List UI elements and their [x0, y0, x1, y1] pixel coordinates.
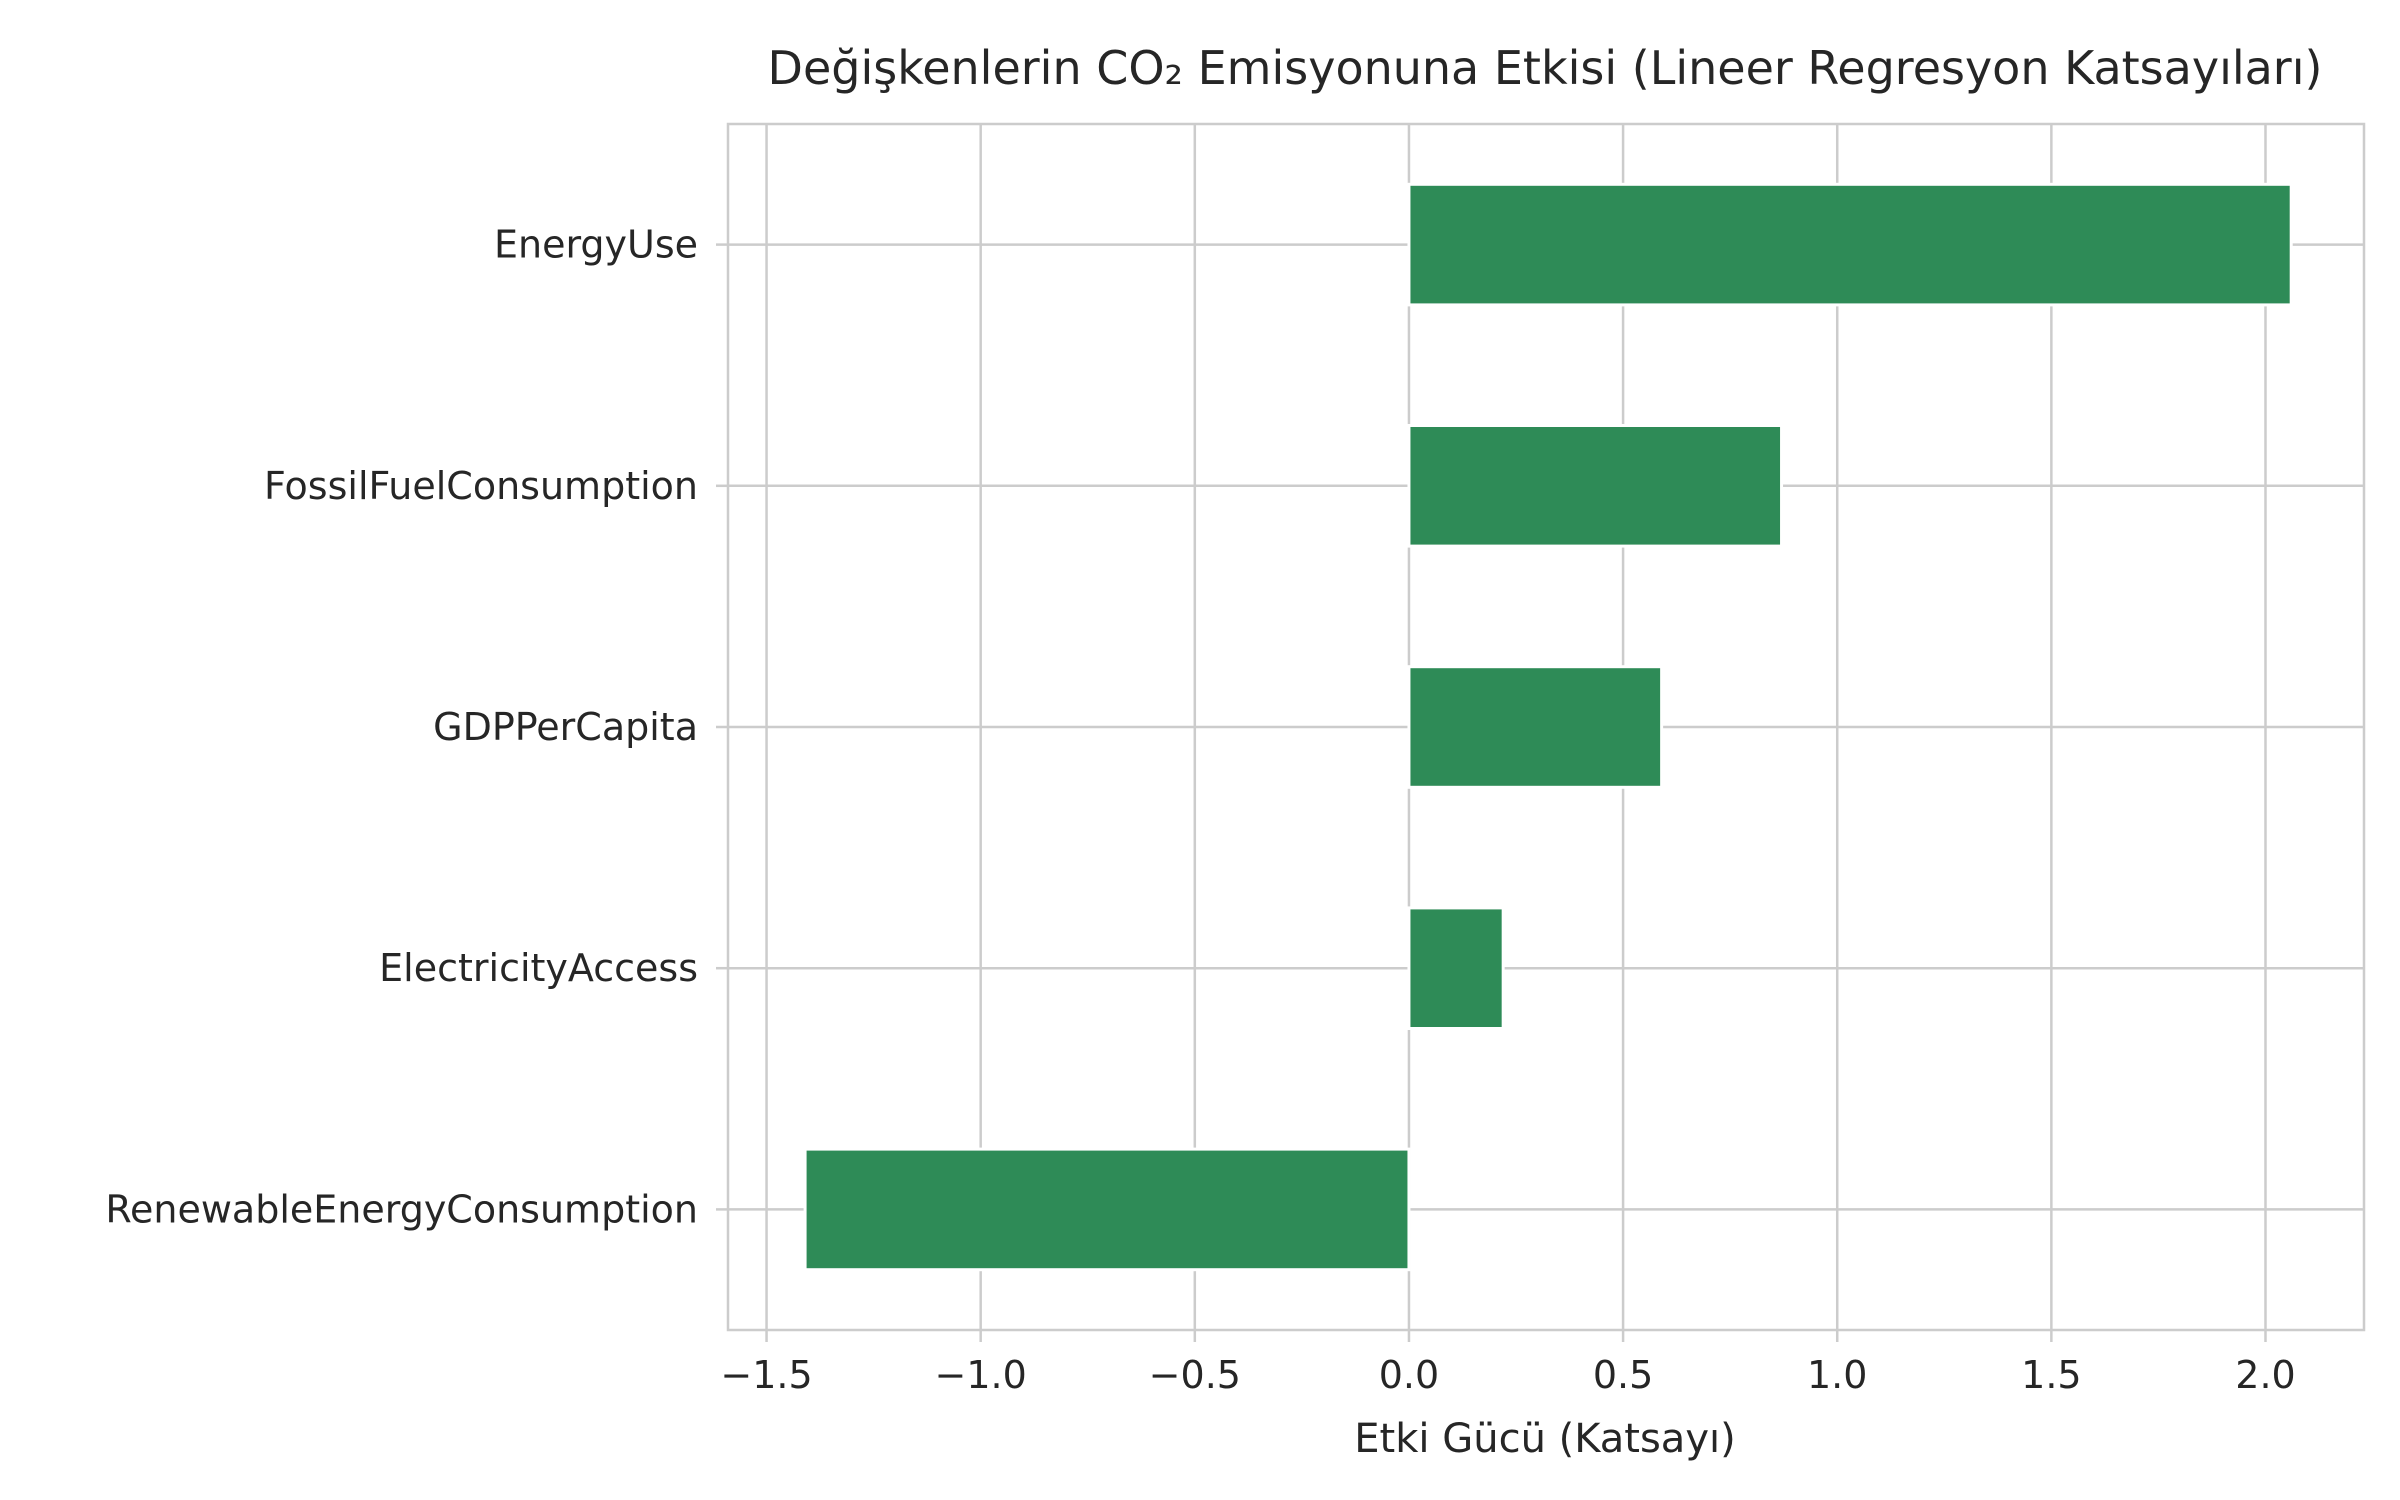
- bars: [803, 182, 2293, 1272]
- x-axis-label: Etki Gücü (Katsayı): [1354, 1416, 1735, 1462]
- chart-title: Değişkenlerin CO₂ Emisyonuna Etkisi (Lin…: [768, 41, 2323, 95]
- bar-gdppercapita: [1407, 665, 1664, 789]
- y-tick-label: GDPPerCapita: [433, 705, 698, 749]
- bar-renewableenergyconsumption: [803, 1147, 1411, 1272]
- bar-electricityaccess: [1407, 906, 1505, 1031]
- plot-frame: [726, 122, 2366, 1332]
- x-tick-label: 1.0: [1807, 1353, 1867, 1397]
- x-tick-label: −1.5: [720, 1353, 812, 1397]
- bar-energyuse: [1407, 182, 2293, 307]
- y-tick-label: RenewableEnergyConsumption: [105, 1187, 698, 1231]
- x-tick-label: 1.5: [2021, 1353, 2081, 1397]
- x-tick-label: 0.0: [1379, 1353, 1439, 1397]
- x-tick-label: −1.0: [935, 1353, 1027, 1397]
- y-tick-label: ElectricityAccess: [379, 946, 698, 990]
- axes-frame: [726, 122, 2366, 1332]
- y-tick-labels: EnergyUse FossilFuelConsumption GDPPerCapi…: [105, 223, 698, 1232]
- x-tick-labels: −1.5 −1.0 −0.5 0.0 0.5 1.0 1.5 2.0: [720, 1353, 2295, 1397]
- y-tick-label: EnergyUse: [494, 223, 698, 267]
- bar-fossilfuelconsumption: [1407, 424, 1784, 548]
- x-tick-label: 2.0: [2235, 1353, 2295, 1397]
- x-tick-label: 0.5: [1593, 1353, 1653, 1397]
- x-tick-label: −0.5: [1149, 1353, 1241, 1397]
- y-tick-label: FossilFuelConsumption: [264, 464, 698, 508]
